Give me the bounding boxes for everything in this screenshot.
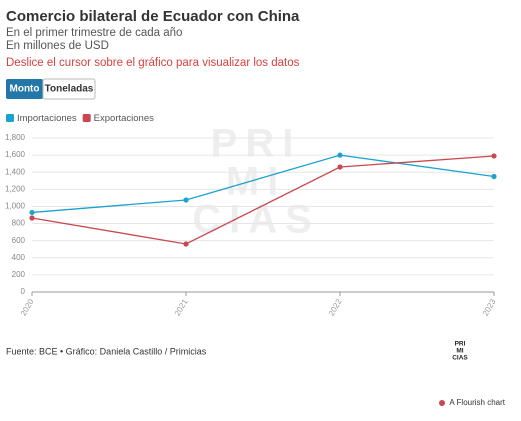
watermark: MI — [226, 160, 286, 204]
subtitle: En millones de USD — [6, 40, 109, 52]
watermark: PRI — [211, 122, 302, 166]
subtitle: En el primer trimestre de cada año — [6, 27, 182, 39]
button[interactable] — [42, 78, 96, 100]
point — [29, 209, 35, 216]
y-tick-label: 600 — [12, 236, 26, 245]
legend-label: Importaciones — [17, 113, 77, 124]
x-tick-label: 2022 — [327, 297, 344, 317]
watermark: CIAS — [192, 198, 320, 242]
point — [183, 197, 189, 203]
point — [29, 215, 35, 221]
button-label[interactable]: Toneladas — [45, 84, 94, 95]
button-label[interactable]: Monto — [10, 84, 40, 95]
point — [491, 153, 497, 159]
logo: CIAS — [452, 355, 468, 362]
point — [337, 164, 343, 170]
chart-title: Comercio bilateral de Ecuador con China — [6, 8, 300, 25]
legend-swatch — [82, 114, 91, 122]
x-tick-label: 2023 — [481, 297, 498, 317]
series-line — [31, 154, 495, 214]
y-tick-label: 1,600 — [5, 150, 26, 159]
credit[interactable]: A Flourish chart — [449, 398, 505, 407]
series-line — [31, 155, 495, 245]
y-tick-label: 1,000 — [5, 202, 26, 211]
instruction: Deslice el cursor sobre el gráfico para … — [6, 57, 300, 69]
legend-swatch — [6, 114, 14, 122]
legend-label: Exportaciones — [94, 113, 154, 124]
y-tick-label: 800 — [12, 219, 26, 228]
y-tick-label: 200 — [12, 270, 26, 279]
x-tick-label: 2020 — [19, 297, 36, 317]
logo: MI — [456, 348, 463, 355]
credit-icon — [439, 400, 445, 406]
x-tick-label: 2021 — [173, 297, 190, 317]
point — [491, 173, 497, 180]
point — [183, 241, 189, 247]
y-tick-label: 1,200 — [5, 184, 26, 193]
logo: PRI — [455, 341, 466, 348]
y-tick-label: 400 — [12, 253, 26, 262]
y-tick-label: 1,400 — [5, 167, 26, 176]
y-tick-label: 0 — [21, 287, 26, 296]
source: Fuente: BCE • Gráfico: Daniela Castillo … — [6, 346, 207, 356]
y-tick-label: 1,800 — [5, 133, 26, 142]
point — [337, 152, 343, 158]
button-active[interactable] — [6, 79, 43, 99]
